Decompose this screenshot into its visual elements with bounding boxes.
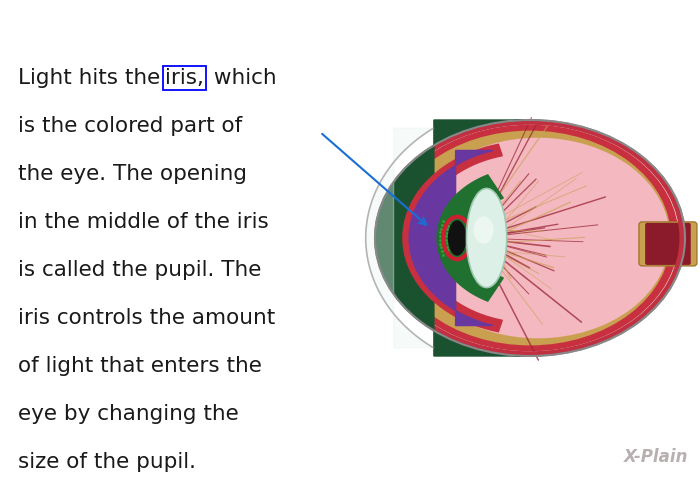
Ellipse shape	[466, 189, 507, 288]
Polygon shape	[365, 128, 433, 348]
Text: size of the pupil.: size of the pupil.	[18, 452, 196, 472]
Ellipse shape	[375, 120, 685, 356]
Text: eye by changing the: eye by changing the	[18, 404, 239, 424]
Polygon shape	[403, 144, 502, 332]
Text: X-Plain: X-Plain	[624, 448, 688, 466]
Text: iris controls the amount: iris controls the amount	[18, 308, 275, 328]
Polygon shape	[409, 150, 493, 325]
Text: the eye. The opening: the eye. The opening	[18, 164, 247, 184]
FancyBboxPatch shape	[639, 222, 697, 266]
FancyBboxPatch shape	[645, 223, 691, 265]
Text: is the colored part of: is the colored part of	[18, 116, 242, 136]
Text: iris,: iris,	[165, 68, 204, 88]
Ellipse shape	[389, 131, 671, 346]
Text: in the middle of the iris: in the middle of the iris	[18, 212, 269, 232]
Text: is called the pupil. The: is called the pupil. The	[18, 260, 261, 280]
Text: of light that enters the: of light that enters the	[18, 356, 262, 376]
Polygon shape	[375, 120, 530, 356]
Polygon shape	[437, 175, 503, 301]
Ellipse shape	[473, 216, 494, 244]
Ellipse shape	[448, 220, 466, 256]
Ellipse shape	[406, 138, 670, 338]
Text: which: which	[207, 68, 276, 88]
Text: Light hits the: Light hits the	[18, 68, 167, 88]
Ellipse shape	[382, 125, 679, 351]
